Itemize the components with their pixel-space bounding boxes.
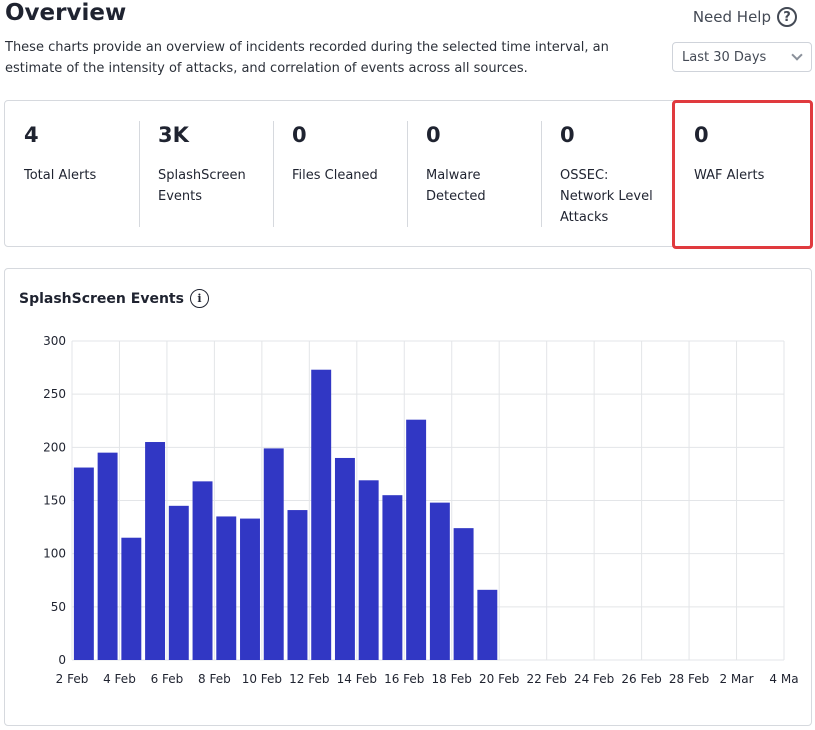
x-tick-label: 4 Feb	[103, 672, 136, 686]
stat-ossec-network-attacks: 0 OSSEC: Network Level Attacks	[541, 101, 675, 246]
bar	[192, 481, 213, 660]
x-tick-label: 28 Feb	[669, 672, 709, 686]
chart-title-text: SplashScreen Events	[19, 290, 184, 307]
x-tick-label: 24 Feb	[574, 672, 614, 686]
bar	[311, 369, 332, 660]
x-tick-label: 4 Ma	[769, 672, 798, 686]
x-tick-label: 20 Feb	[479, 672, 519, 686]
splashscreen-chart-card: SplashScreen Events i 0 50 100 150 200 250 300…	[4, 268, 812, 726]
bar	[168, 505, 189, 660]
stat-label: Total Alerts	[24, 168, 97, 183]
x-tick-label: 2 Feb	[56, 672, 89, 686]
bar	[263, 448, 284, 660]
question-icon: ?	[777, 7, 797, 27]
x-tick-label: 14 Feb	[337, 672, 377, 686]
stat-label: WAF Alerts	[694, 168, 765, 183]
x-tick-label: 22 Feb	[526, 672, 566, 686]
bar	[477, 589, 498, 660]
need-help-link[interactable]: Need Help ?	[693, 7, 797, 27]
divider	[273, 121, 274, 227]
x-tick-label: 12 Feb	[289, 672, 329, 686]
stat-files-cleaned: 0 Files Cleaned	[273, 101, 407, 246]
y-tick-label: 50	[51, 600, 66, 614]
bar	[334, 457, 355, 660]
y-tick-label: 200	[43, 440, 66, 454]
x-tick-label: 26 Feb	[621, 672, 661, 686]
stat-value: 0	[426, 123, 441, 147]
bar	[240, 518, 260, 660]
bar	[287, 510, 308, 660]
divider	[407, 121, 408, 227]
y-tick-label: 100	[43, 547, 66, 561]
need-help-label: Need Help	[692, 8, 771, 26]
bar	[216, 516, 237, 660]
stats-panel: 4 Total Alerts 3K SplashScreen Events 0 …	[4, 100, 812, 247]
bar	[406, 419, 427, 660]
bar	[73, 467, 94, 660]
x-tick-label: 8 Feb	[198, 672, 231, 686]
y-tick-label: 300	[43, 334, 66, 348]
stat-total-alerts: 4 Total Alerts	[5, 101, 139, 246]
x-tick-label: 18 Feb	[432, 672, 472, 686]
stat-label: OSSEC: Network Level Attacks	[560, 168, 653, 225]
stat-malware-detected: 0 Malware Detected	[407, 101, 541, 246]
bar	[453, 528, 474, 660]
x-tick-label: 2 Mar	[719, 672, 753, 686]
bar	[382, 495, 403, 660]
y-tick-label: 250	[43, 387, 66, 401]
time-period-select[interactable]: Last 30 Days	[672, 42, 812, 72]
x-tick-label: 10 Feb	[242, 672, 282, 686]
stat-value: 0	[560, 123, 575, 147]
bar	[358, 480, 379, 660]
time-period-value: Last 30 Days	[682, 49, 767, 65]
stat-waf-alerts: 0 WAF Alerts	[675, 101, 811, 246]
stat-value: 0	[292, 123, 307, 147]
chart-title: SplashScreen Events i	[19, 289, 209, 308]
y-tick-label: 0	[58, 653, 66, 667]
stat-value: 4	[24, 123, 39, 147]
stat-label: Files Cleaned	[292, 168, 378, 183]
waf-alerts-highlight	[672, 100, 813, 249]
page-description: These charts provide an overview of inci…	[5, 40, 609, 76]
bar	[429, 502, 450, 660]
divider	[541, 121, 542, 227]
bar	[97, 452, 118, 660]
bar	[121, 537, 142, 660]
info-icon[interactable]: i	[189, 289, 209, 308]
chevron-down-icon	[791, 49, 803, 61]
x-tick-label: 6 Feb	[151, 672, 184, 686]
page-title: Overview	[5, 0, 127, 26]
stat-splashscreen-events: 3K SplashScreen Events	[139, 101, 273, 246]
bar	[145, 442, 166, 660]
y-tick-label: 150	[43, 494, 66, 508]
x-tick-label: 16 Feb	[384, 672, 424, 686]
bar-chart: 0 50 100 150 200 250 300 2 Feb 4 Feb 6 Feb 8 Feb 10…	[43, 334, 798, 686]
divider	[139, 121, 140, 227]
stat-label: SplashScreen Events	[158, 168, 246, 204]
stat-value: 0	[694, 123, 709, 147]
stat-value: 3K	[158, 123, 189, 147]
stat-label: Malware Detected	[426, 168, 486, 204]
